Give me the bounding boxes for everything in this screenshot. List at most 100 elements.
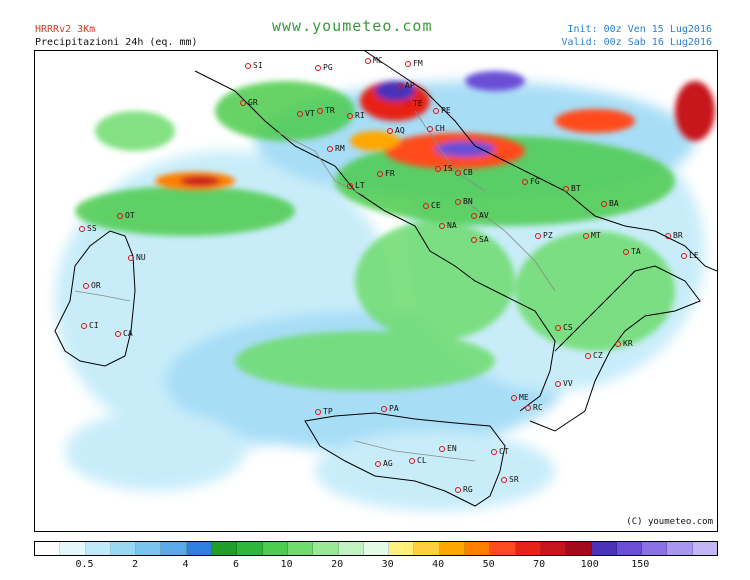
city-label: CZ: [585, 351, 603, 360]
city-dot-icon: [501, 476, 507, 483]
city-dot-icon: [525, 404, 531, 411]
city-dot-icon: [665, 232, 671, 239]
scale-swatch: [490, 542, 516, 555]
city-dot-icon: [405, 60, 411, 67]
city-label: EN: [439, 444, 457, 453]
city-dot-icon: [365, 57, 371, 64]
scale-swatch: [262, 542, 288, 555]
valid-time: Valid: 00z Sab 16 Lug2016: [561, 37, 712, 48]
city-dot-icon: [491, 448, 497, 455]
city-label: FG: [522, 177, 540, 186]
city-label: OT: [117, 211, 135, 220]
city-dot-icon: [455, 486, 461, 493]
city-label: AP: [397, 81, 415, 90]
city-dot-icon: [439, 222, 445, 229]
city-label: SA: [471, 235, 489, 244]
city-label: VT: [297, 109, 315, 118]
city-label: TP: [315, 407, 333, 416]
scale-swatch: [363, 542, 390, 555]
city-label: LT: [347, 181, 365, 190]
scale-tick-label: 150: [631, 559, 650, 570]
city-dot-icon: [315, 408, 321, 415]
scale-swatch: [35, 542, 61, 555]
heavy-precip-layer: [155, 71, 715, 190]
scale-tick-label: 0.5: [75, 559, 94, 570]
city-label: AV: [471, 211, 489, 220]
site-name[interactable]: www.youmeteo.com: [272, 17, 433, 35]
city-label: RI: [347, 111, 365, 120]
city-label: KR: [615, 339, 633, 348]
city-dot-icon: [423, 202, 429, 209]
city-label: CH: [427, 124, 445, 133]
city-dot-icon: [327, 145, 333, 152]
city-dot-icon: [435, 165, 441, 172]
scale-swatch: [591, 542, 617, 555]
city-dot-icon: [535, 232, 541, 239]
city-label: PA: [381, 404, 399, 413]
scale-swatch: [414, 542, 440, 555]
city-label: MC: [365, 56, 383, 65]
city-label: RM: [327, 144, 345, 153]
scale-swatch: [313, 542, 339, 555]
city-label: BN: [455, 197, 473, 206]
city-dot-icon: [347, 182, 353, 189]
city-dot-icon: [511, 394, 517, 401]
city-dot-icon: [583, 232, 589, 239]
scale-tick-label: 20: [331, 559, 344, 570]
city-dot-icon: [245, 62, 251, 69]
scale-tick-label: 70: [533, 559, 546, 570]
city-label: SR: [501, 475, 519, 484]
coastlines: [54, 51, 717, 507]
city-dot-icon: [317, 107, 323, 114]
city-label: TA: [623, 247, 641, 256]
scale-swatch: [515, 542, 541, 555]
city-label: GR: [240, 98, 258, 107]
scale-tick-label: 30: [381, 559, 394, 570]
precipitation-map: (C) youmeteo.com SI PG MC FM AP TE PE GR VT TR RI A…: [34, 50, 718, 532]
scale-tick-label: 4: [182, 559, 189, 570]
city-dot-icon: [240, 99, 246, 106]
city-dot-icon: [315, 64, 321, 71]
city-dot-icon: [297, 110, 303, 117]
scale-swatch: [338, 542, 364, 555]
scale-swatch: [642, 542, 668, 555]
model-label: HRRRv2 3Km: [35, 24, 96, 35]
scale-swatch: [212, 542, 238, 555]
city-label: MT: [583, 231, 601, 240]
city-label: TE: [405, 99, 423, 108]
city-label: SI: [245, 61, 263, 70]
city-dot-icon: [83, 282, 89, 289]
city-dot-icon: [115, 330, 121, 337]
scale-swatch: [237, 542, 263, 555]
city-dot-icon: [375, 460, 381, 467]
city-dot-icon: [79, 225, 85, 232]
city-label: CB: [455, 168, 473, 177]
city-label: FR: [377, 169, 395, 178]
city-dot-icon: [623, 248, 629, 255]
scale-swatch: [60, 542, 86, 555]
city-label: BT: [563, 184, 581, 193]
scale-swatch: [110, 542, 137, 555]
city-label: RC: [525, 403, 543, 412]
city-label: PG: [315, 63, 333, 72]
regional-borders: [74, 110, 556, 462]
city-dot-icon: [387, 127, 393, 134]
scale-tick-label: 40: [432, 559, 445, 570]
city-label: LE: [681, 251, 699, 260]
city-dot-icon: [455, 169, 461, 176]
city-dot-icon: [347, 112, 353, 119]
scale-swatch: [287, 542, 314, 555]
city-dot-icon: [455, 198, 461, 205]
city-label: FM: [405, 59, 423, 68]
city-dot-icon: [563, 185, 569, 192]
city-label: CT: [491, 447, 509, 456]
scale-swatch: [136, 542, 162, 555]
scale-swatch: [540, 542, 567, 555]
scale-tick-label: 100: [580, 559, 599, 570]
city-label: VV: [555, 379, 573, 388]
scale-swatch: [566, 542, 592, 555]
city-label: CE: [423, 201, 441, 210]
scale-swatch: [465, 542, 491, 555]
city-dot-icon: [439, 445, 445, 452]
city-label: CS: [555, 323, 573, 332]
